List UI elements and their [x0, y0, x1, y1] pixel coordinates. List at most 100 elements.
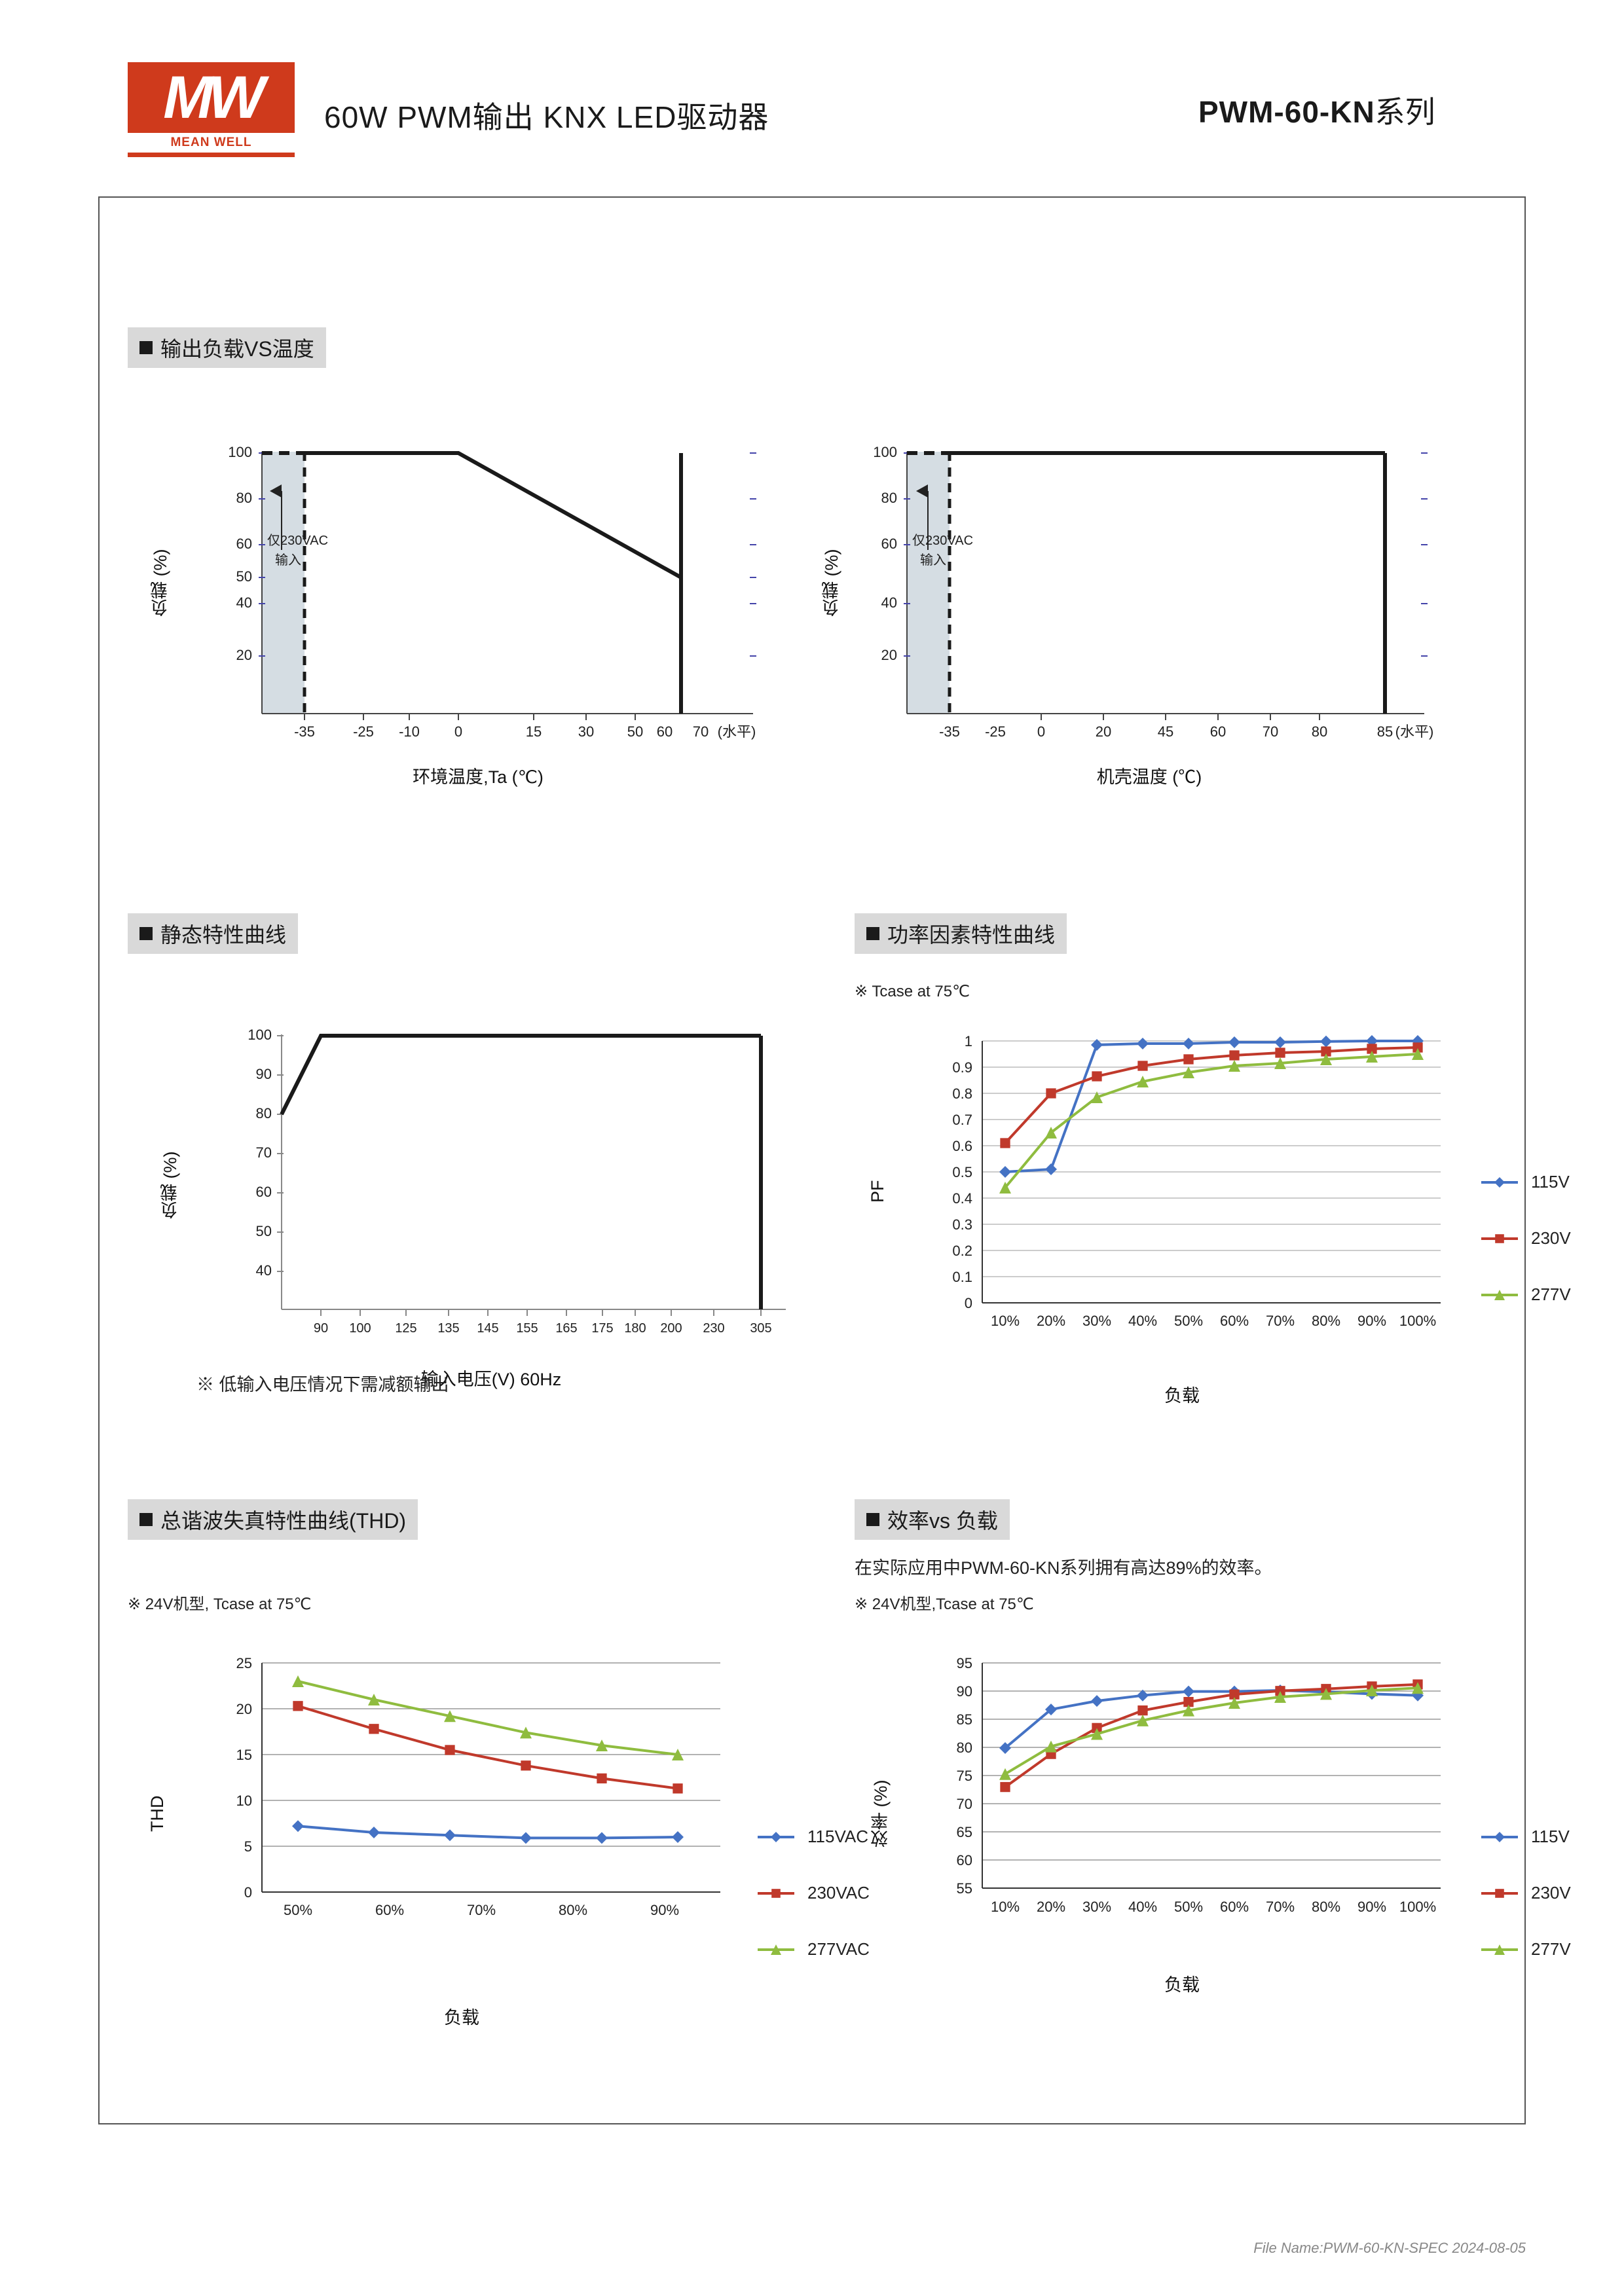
svg-text:(水平): (水平): [1395, 723, 1434, 740]
chart-load-vs-ambient-temp: 100 80 60 50 40 20: [183, 432, 773, 746]
svg-text:40: 40: [256, 1262, 272, 1279]
chart-thd-xlabel: 负载: [183, 2003, 740, 2029]
svg-text:40: 40: [236, 594, 252, 611]
svg-text:90%: 90%: [1357, 1899, 1386, 1915]
svg-text:0.4: 0.4: [952, 1190, 972, 1207]
svg-text:1: 1: [965, 1033, 972, 1049]
svg-text:0: 0: [454, 723, 462, 740]
svg-text:15: 15: [526, 723, 542, 740]
svg-text:80: 80: [236, 490, 252, 506]
svg-text:20: 20: [236, 647, 252, 663]
svg-text:10: 10: [236, 1793, 252, 1809]
chart-efficiency-ylabel: 效率 (%): [868, 1748, 893, 1879]
section-title-thd: 总谐波失真特性曲线(THD): [128, 1499, 418, 1540]
legend-entry-277VAC: 277VAC: [756, 1939, 870, 1959]
svg-text:70: 70: [957, 1796, 972, 1812]
svg-text:90: 90: [957, 1683, 972, 1700]
svg-text:70%: 70%: [1266, 1899, 1295, 1915]
chart-thd-legend: 115VAC 230VAC 277VAC: [756, 1827, 870, 1995]
chart-static-characteristics: 100 90 80 70 60 50 40: [196, 1021, 786, 1349]
svg-text:70: 70: [256, 1144, 272, 1161]
svg-text:80%: 80%: [559, 1902, 587, 1918]
svg-text:305: 305: [750, 1321, 771, 1336]
svg-text:0.6: 0.6: [952, 1138, 972, 1154]
svg-text:60: 60: [881, 536, 897, 552]
svg-text:仅230VAC: 仅230VAC: [267, 533, 328, 548]
svg-text:175: 175: [591, 1321, 613, 1336]
chart-efficiency-desc: 在实际应用中PWM-60-KN系列拥有高达89%的效率。: [855, 1555, 1272, 1582]
svg-text:30: 30: [578, 723, 594, 740]
chart-case-xlabel: 机壳温度 (℃): [855, 763, 1444, 788]
svg-text:0.9: 0.9: [952, 1059, 972, 1076]
svg-text:40%: 40%: [1128, 1313, 1157, 1329]
svg-text:50: 50: [236, 568, 252, 585]
svg-text:100: 100: [873, 444, 897, 460]
svg-text:50%: 50%: [1174, 1313, 1203, 1329]
svg-text:65: 65: [957, 1824, 972, 1840]
svg-text:70: 70: [693, 723, 709, 740]
chart-static-footnote: ※ 低输入电压情况下需减额输出: [196, 1372, 449, 1398]
chart-thd-note: ※ 24V机型, Tcase at 75℃: [128, 1591, 312, 1614]
svg-text:0.3: 0.3: [952, 1216, 972, 1233]
svg-text:20: 20: [881, 647, 897, 663]
svg-text:90: 90: [256, 1066, 272, 1082]
svg-text:70: 70: [1263, 723, 1278, 740]
chart-load-vs-case-temp: 100 80 60 40 20: [855, 432, 1444, 746]
chart-ta-ylabel: 负载 (%): [147, 517, 173, 648]
svg-text:60: 60: [256, 1184, 272, 1200]
svg-text:50%: 50%: [284, 1902, 312, 1918]
svg-text:75: 75: [957, 1768, 972, 1784]
svg-text:5: 5: [244, 1838, 252, 1855]
svg-text:(水平): (水平): [718, 723, 756, 740]
svg-text:55: 55: [957, 1880, 972, 1897]
svg-text:70%: 70%: [1266, 1313, 1295, 1329]
svg-text:0.1: 0.1: [952, 1269, 972, 1285]
svg-text:100: 100: [228, 444, 252, 460]
svg-text:25: 25: [236, 1655, 252, 1671]
svg-text:-35: -35: [294, 723, 315, 740]
svg-text:20: 20: [1096, 723, 1111, 740]
svg-text:30%: 30%: [1082, 1899, 1111, 1915]
svg-text:135: 135: [437, 1321, 459, 1336]
svg-text:20%: 20%: [1037, 1899, 1065, 1915]
section-title-static-char: 静态特性曲线: [128, 913, 298, 954]
chart-power-factor: 1 0.9 0.8 0.7 0.6 0.5 0.4 0.3 0.2 0.1 0 …: [904, 1021, 1460, 1349]
svg-text:20: 20: [236, 1701, 252, 1717]
svg-text:80: 80: [881, 490, 897, 506]
svg-text:0: 0: [244, 1884, 252, 1901]
svg-text:90%: 90%: [650, 1902, 679, 1918]
svg-text:40: 40: [881, 594, 897, 611]
svg-text:200: 200: [660, 1321, 682, 1336]
svg-text:-10: -10: [399, 723, 420, 740]
svg-text:输入: 输入: [920, 553, 946, 568]
section-title-load-temp: 输出负载VS温度: [128, 327, 326, 368]
svg-text:100: 100: [248, 1027, 272, 1043]
svg-text:30%: 30%: [1082, 1313, 1111, 1329]
svg-text:90: 90: [314, 1321, 328, 1336]
page-header: MW MEAN WELL 60W PWM输出 KNX LED驱动器 PWM-60…: [128, 62, 1496, 154]
chart-pf-legend: 115V 230V 277V: [1480, 1172, 1571, 1341]
chart-efficiency-note: ※ 24V机型,Tcase at 75℃: [855, 1591, 1034, 1614]
section-title-power-factor: 功率因素特性曲线: [855, 913, 1067, 954]
svg-text:125: 125: [395, 1321, 416, 1336]
svg-text:60%: 60%: [375, 1902, 404, 1918]
svg-text:155: 155: [516, 1321, 538, 1336]
meanwell-logo: MW MEAN WELL: [128, 62, 295, 157]
page-title-series: PWM-60-KN系列: [1198, 88, 1435, 132]
page-title-main: 60W PWM输出 KNX LED驱动器: [324, 94, 769, 137]
chart-ta-xlabel: 环境温度,Ta (℃): [183, 763, 773, 788]
svg-text:50: 50: [256, 1223, 272, 1239]
chart-pf-ylabel: PF: [868, 1126, 888, 1257]
svg-text:85: 85: [957, 1711, 972, 1728]
chart-case-ylabel: 负载 (%): [819, 517, 844, 648]
svg-text:0.5: 0.5: [952, 1164, 972, 1180]
svg-text:100%: 100%: [1399, 1313, 1436, 1329]
legend-entry-115VAC: 115VAC: [756, 1827, 870, 1847]
section-title-efficiency: 效率vs 负载: [855, 1499, 1010, 1540]
svg-text:60: 60: [236, 536, 252, 552]
chart-pf-xlabel: 负载: [904, 1381, 1460, 1407]
svg-text:20%: 20%: [1037, 1313, 1065, 1329]
svg-text:70%: 70%: [467, 1902, 496, 1918]
chart-static-ylabel: 负载 (%): [157, 1120, 183, 1250]
svg-text:0.2: 0.2: [952, 1243, 972, 1259]
